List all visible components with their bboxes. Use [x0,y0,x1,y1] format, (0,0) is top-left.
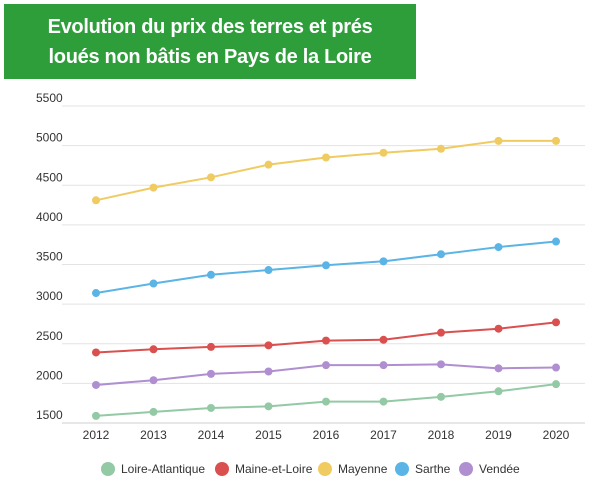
x-tick-label-2013: 2013 [140,428,167,442]
y-tick-label-4500: 4500 [36,170,63,184]
series-line-mayenne [95,139,556,202]
data-point-vendee-2018 [437,360,445,369]
data-point-sarthe-2012 [92,289,100,298]
x-axis-ticks: 2012 2013 2014 2015 2016 2017 2018 2019 2020 [83,428,570,442]
data-point-loire-atlantique-2012 [92,411,100,420]
x-tick-label-2018: 2018 [428,428,455,442]
data-point-mayenne-2012 [92,196,100,205]
legend-label-mayenne: Mayenne [338,462,388,476]
data-point-maine-et-loire-2013 [149,345,158,354]
data-point-maine-et-loire-2012 [92,348,100,357]
data-point-vendee-2020 [552,363,560,372]
data-point-maine-et-loire-2020 [552,318,560,327]
data-point-maine-et-loire-2017 [379,335,388,344]
y-axis-ticks: 1500 2000 2500 3000 3500 4000 4500 5000 5500 [36,91,63,422]
data-point-loire-atlantique-2020 [552,380,560,389]
data-point-loire-atlantique-2017 [379,397,388,406]
x-tick-label-2012: 2012 [83,428,110,442]
legend-label-maine-et-loire: Maine-et-Loire [235,462,313,476]
x-tick-label-2019: 2019 [485,428,512,442]
data-point-mayenne-2020 [552,136,560,145]
x-tick-label-2014: 2014 [198,428,225,442]
y-tick-label-5000: 5000 [36,131,63,145]
data-point-mayenne-2014 [207,173,215,182]
data-point-loire-atlantique-2018 [437,392,445,401]
legend: Loire-Atlantique Maine-et-Loire Mayenne Sar… [101,462,520,476]
y-tick-label-5500: 5500 [36,91,63,105]
data-point-sarthe-2015 [264,266,273,275]
data-point-maine-et-loire-2018 [437,328,445,337]
legend-label-loire-atlantique: Loire-Atlantique [121,462,205,476]
data-point-loire-atlantique-2014 [207,403,215,412]
data-point-mayenne-2017 [379,148,388,157]
data-point-vendee-2016 [322,361,330,370]
y-tick-label-3500: 3500 [36,250,63,264]
y-tick-label-2000: 2000 [36,368,63,382]
data-point-maine-et-loire-2015 [264,341,273,350]
data-point-maine-et-loire-2019 [494,324,503,333]
legend-marker-mayenne [318,462,332,476]
data-point-maine-et-loire-2016 [322,336,330,345]
gridlines [62,105,585,424]
data-point-vendee-2015 [264,367,273,376]
data-point-sarthe-2019 [494,243,503,252]
data-point-vendee-2013 [149,376,158,385]
chart-title-line-1: Evolution du prix des terres et prés [47,15,373,38]
y-tick-label-4000: 4000 [36,210,63,224]
data-point-sarthe-2018 [437,250,445,259]
data-point-loire-atlantique-2015 [264,402,273,411]
data-point-sarthe-2017 [379,257,388,266]
x-tick-label-2017: 2017 [370,428,397,442]
legend-label-sarthe: Sarthe [415,462,451,476]
data-point-loire-atlantique-2013 [149,407,158,416]
legend-label-vendee: Vendée [479,462,520,476]
data-point-loire-atlantique-2019 [494,387,503,396]
data-point-mayenne-2018 [437,144,445,153]
y-tick-label-2500: 2500 [36,329,63,343]
data-point-maine-et-loire-2014 [207,342,215,351]
x-tick-label-2020: 2020 [543,428,570,442]
x-tick-label-2016: 2016 [313,428,340,442]
data-point-sarthe-2016 [322,261,330,270]
data-point-mayenne-2016 [322,153,330,162]
data-point-vendee-2012 [92,380,100,389]
data-point-vendee-2014 [207,369,215,378]
data-point-mayenne-2015 [264,160,273,169]
data-point-mayenne-2019 [494,136,503,145]
data-point-mayenne-2013 [149,183,158,192]
chart-title-line-2: loués non bâtis en Pays de la Loire [48,45,372,68]
data-point-loire-atlantique-2016 [322,397,330,406]
y-tick-label-1500: 1500 [36,408,63,422]
data-point-sarthe-2013 [149,279,158,288]
chart-title-banner: Evolution du prix des terres et prés lou… [4,4,416,79]
data-point-vendee-2019 [494,364,503,373]
legend-marker-sarthe [395,462,409,476]
data-point-sarthe-2014 [207,270,215,279]
x-tick-label-2015: 2015 [255,428,282,442]
data-point-vendee-2017 [379,361,388,370]
legend-marker-maine-et-loire [215,462,229,476]
series-lines [92,136,560,420]
legend-marker-loire-atlantique [101,462,115,476]
y-tick-label-3000: 3000 [36,289,63,303]
legend-marker-vendee [459,462,473,476]
data-point-sarthe-2020 [552,237,560,246]
